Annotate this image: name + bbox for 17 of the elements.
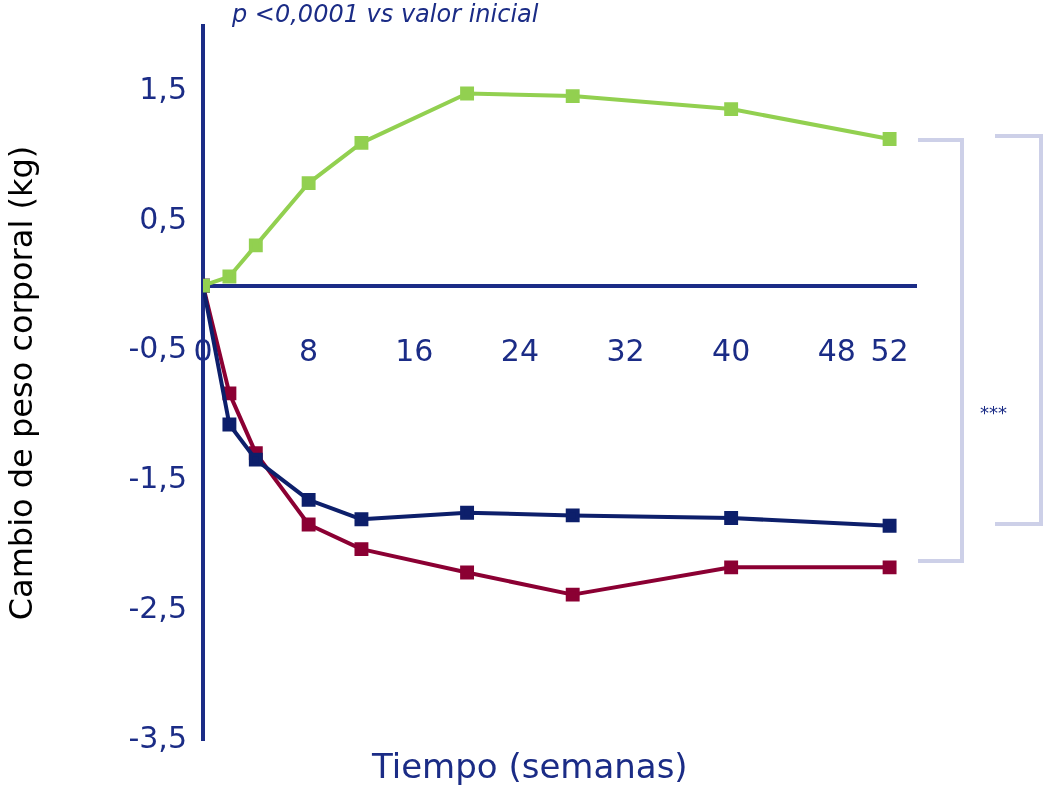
x-axis-title: Tiempo (semanas)	[372, 746, 688, 786]
x-tick-label: 16	[395, 333, 434, 369]
x-tick-label: 32	[606, 333, 645, 369]
annotation: p <0,0001 vs valor inicial	[232, 0, 539, 28]
y-tick-label: -2,5	[128, 589, 187, 625]
x-tick-label: 52	[870, 333, 909, 369]
y-tick-label: -3,5	[128, 719, 187, 755]
y-tick-label: -1,5	[128, 460, 187, 496]
y-tick-label: -0,5	[128, 330, 187, 366]
x-tick-label: 8	[299, 333, 319, 369]
y-axis-title: Cambio de peso corporal (kg)	[1, 145, 40, 621]
text: ***	[980, 402, 1007, 423]
x-tick-label: 40	[712, 333, 751, 369]
y-tick-label: 1,5	[139, 70, 187, 106]
y-tick-label: 0,5	[139, 200, 187, 236]
x-tick-label: 24	[500, 333, 539, 369]
x-tick-label: 48	[817, 333, 856, 369]
